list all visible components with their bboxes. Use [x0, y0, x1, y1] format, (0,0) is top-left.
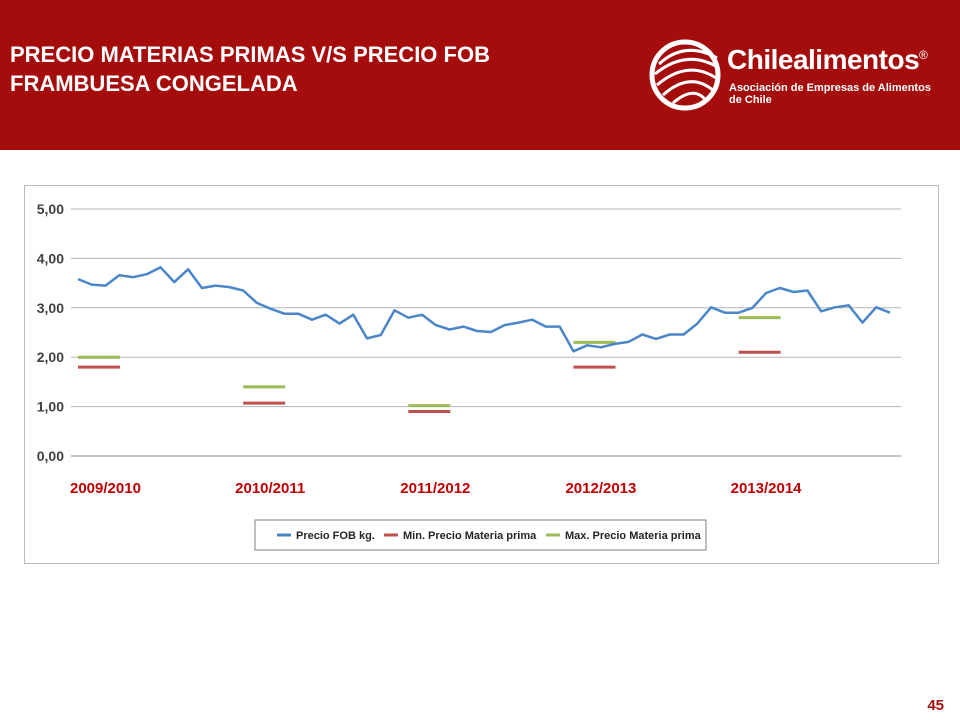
season-labels: 2009/2010 2010/2011 2011/2012 2012/2013 2013…	[70, 480, 802, 497]
legend-label: Max. Precio Materia prima	[565, 530, 702, 542]
slide-title-line2: FRAMBUESA CONGELADA	[10, 71, 298, 96]
raw-material-ranges	[78, 316, 781, 414]
y-tick-label: 1,00	[37, 399, 64, 415]
chart-legend: Precio FOB kg. Min. Precio Materia prima M…	[254, 519, 707, 551]
line-chart: 0,00 1,00 2,00 3,00 4,00 5,00 2009/2010 2010/2…	[37, 201, 901, 551]
season-label: 2012/2013	[565, 480, 636, 497]
logo-subtitle: Asociación de Empresas de Alimentos de C…	[729, 82, 931, 106]
season-label: 2013/2014	[731, 480, 803, 497]
logo-name: Chilealimentos	[727, 44, 920, 75]
legend-label: Precio FOB kg.	[296, 530, 375, 542]
legend-box	[254, 519, 707, 551]
y-tick-label: 5,00	[37, 201, 64, 217]
chart-container: 0,00 1,00 2,00 3,00 4,00 5,00 2009/2010 2010/2…	[24, 185, 939, 564]
y-tick-label: 3,00	[37, 300, 64, 316]
legend-label: Min. Precio Materia prima	[403, 530, 537, 542]
chilealimentos-logo: Chilealimentos ® Asociación de Empresas …	[645, 30, 945, 120]
globe-icon	[649, 39, 721, 111]
season-label: 2009/2010	[70, 480, 141, 497]
season-label: 2010/2011	[235, 480, 305, 497]
fob-price-line	[77, 266, 891, 353]
page-number: 45	[927, 697, 944, 714]
y-tick-label: 4,00	[37, 250, 64, 266]
y-tick-label: 0,00	[37, 448, 64, 464]
season-label: 2011/2012	[400, 480, 470, 497]
slide-title-line1: PRECIO MATERIAS PRIMAS V/S PRECIO FOB	[10, 42, 490, 67]
slide-header: PRECIO MATERIAS PRIMAS V/S PRECIO FOB FR…	[0, 0, 960, 150]
fob-series	[77, 266, 891, 353]
y-axis-ticks: 0,00 1,00 2,00 3,00 4,00 5,00	[37, 201, 64, 464]
logo-registered-mark: ®	[919, 48, 928, 62]
slide-title: PRECIO MATERIAS PRIMAS V/S PRECIO FOB FR…	[10, 40, 630, 98]
y-tick-label: 2,00	[37, 349, 64, 365]
chart-grid	[71, 208, 901, 457]
